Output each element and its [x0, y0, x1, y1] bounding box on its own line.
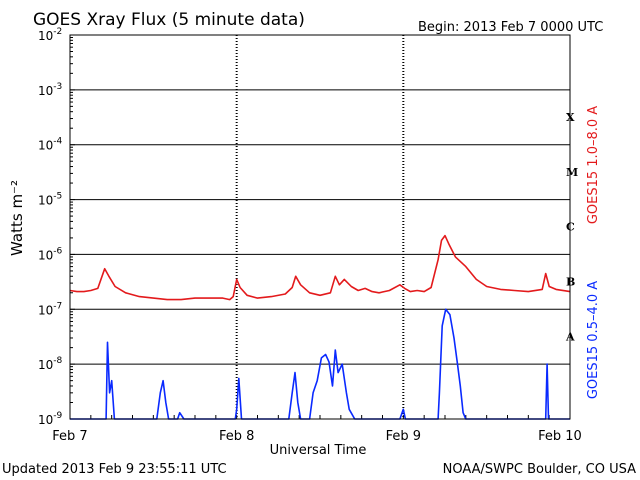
series-1-line [69, 234, 571, 301]
y-tick-label: 10-4 [38, 137, 63, 153]
x-tick-label: Feb 7 [52, 429, 87, 444]
y-tick-label: 10-8 [38, 356, 63, 372]
x-tick-label: Feb 9 [386, 429, 421, 444]
chart-title: GOES Xray Flux (5 minute data) [33, 10, 305, 30]
plot-frame [69, 34, 571, 420]
y-tick-label: 10-5 [38, 192, 62, 208]
series-lines [69, 234, 571, 420]
y-tick-label: 10-3 [38, 82, 62, 98]
flare-class-m: M [566, 166, 578, 179]
x-axis-ticks: Feb 7 Feb 8 Feb 9 Feb 10 [52, 415, 582, 444]
credit-line: NOAA/SWPC Boulder, CO USA [443, 462, 636, 477]
y-axis-label: Watts m⁻² [8, 180, 26, 256]
x-axis-label: Universal Time [270, 443, 367, 458]
y-axis-ticks: 10-2 10-3 10-4 10-5 10-6 10-7 10-8 10-9 [38, 27, 75, 427]
series-legend-long: GOES15 1.0–8.0 A [586, 106, 601, 224]
y-tick-label: 10-2 [38, 27, 62, 43]
x-tick-label: Feb 10 [538, 429, 582, 444]
begin-date: Begin: 2013 Feb 7 0000 UTC [418, 20, 603, 35]
x-tick-label: Feb 8 [219, 429, 254, 444]
updated-timestamp: Updated 2013 Feb 9 23:55:11 UTC [2, 462, 227, 477]
y-tick-label: 10-7 [38, 301, 62, 317]
y-tick-label: 10-6 [38, 246, 63, 262]
series-legend-short: GOES15 0.5–4.0 A [586, 281, 601, 399]
series-2-line [70, 308, 570, 420]
y-tick-label: 10-9 [38, 411, 63, 427]
flare-class-b: B [566, 276, 575, 289]
